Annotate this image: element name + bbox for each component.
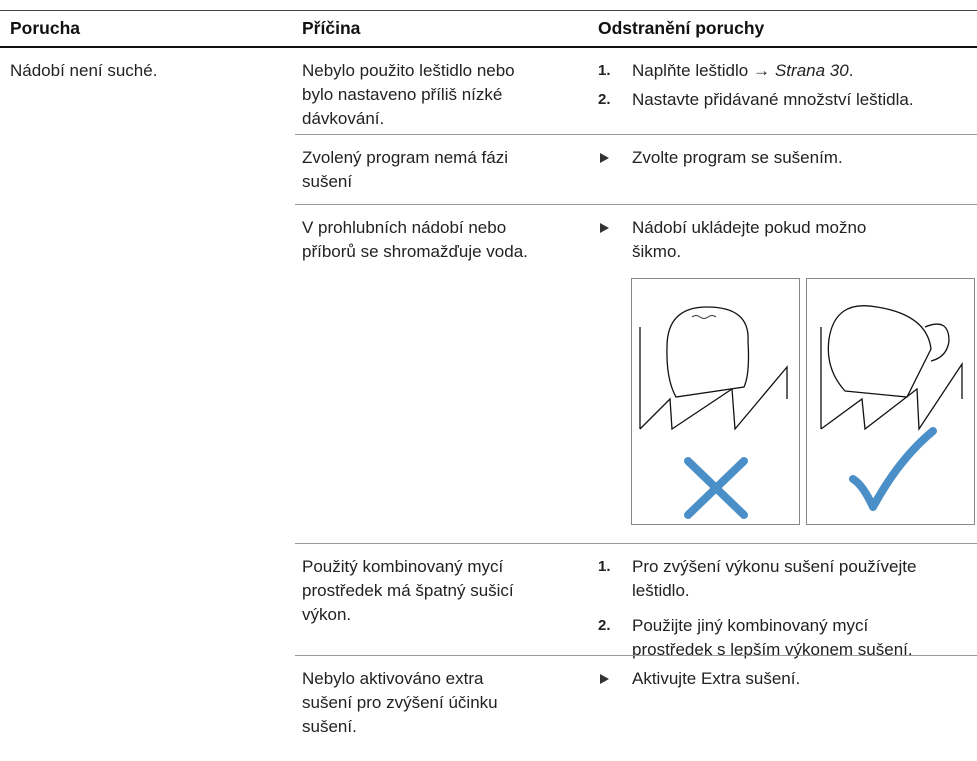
row-rule bbox=[295, 655, 977, 656]
step-text-part: Pro zvýšení výkonu sušení používejte bbox=[632, 557, 917, 576]
cause-text: sušení pro zvýšení účinku bbox=[302, 693, 498, 712]
illustration bbox=[639, 306, 788, 519]
step-number: 2. bbox=[598, 91, 611, 108]
row-rule bbox=[295, 204, 977, 205]
illustration-right bbox=[806, 278, 975, 525]
step-text: Použijte jiný kombinovaný mycí bbox=[632, 614, 868, 638]
step-text-part: prostředek s lepším výkonem sušení. bbox=[632, 640, 913, 659]
row-rule bbox=[295, 134, 977, 135]
step-text: Aktivujte Extra sušení. bbox=[632, 667, 800, 691]
step-text: Naplňte leštidlo → Strana 30. bbox=[632, 59, 853, 83]
cause-text: bylo nastaveno příliš nízké bbox=[302, 85, 503, 104]
step-text-part: Aktivujte Extra sušení. bbox=[632, 669, 801, 688]
header-cell: Příčina bbox=[302, 18, 361, 38]
step-number: 1. bbox=[598, 62, 611, 79]
header-cell: Porucha bbox=[10, 18, 81, 38]
step-text-part: Naplňte leštidlo → bbox=[632, 61, 770, 80]
bullet bbox=[600, 223, 609, 233]
step-text-part: Nádobí ukládejte pokud možno bbox=[632, 218, 867, 237]
step-text-part: Zvolte program se sušením. bbox=[632, 148, 843, 167]
cause-text: sušení. bbox=[302, 717, 357, 736]
cause-text: Použitý kombinovaný mycí bbox=[302, 557, 504, 576]
step-text-part: . bbox=[848, 61, 854, 80]
cause-text: V prohlubních nádobí nebo bbox=[302, 218, 507, 237]
step-text: Nastavte přidávané množství leštidla. bbox=[632, 88, 914, 112]
cause-text: Zvolený program nemá fázi bbox=[302, 148, 508, 167]
top-rule bbox=[0, 10, 977, 11]
step-text: Nádobí ukládejte pokud možno bbox=[632, 216, 866, 240]
cause-text: sušení bbox=[302, 172, 353, 191]
cause-text: příborů se shromažďuje voda. bbox=[302, 242, 528, 261]
illustration-wrong bbox=[631, 278, 800, 525]
cause-text: prostředek má špatný sušicí bbox=[302, 581, 514, 600]
fault-text: Nádobí není suché. bbox=[10, 61, 158, 80]
step-text-part: Použijte jiný kombinovaný mycí bbox=[632, 616, 869, 635]
header-rule bbox=[0, 46, 977, 48]
step-text-part: Nastavte přidávané množství leštidla. bbox=[632, 90, 914, 109]
step-text: šikmo. bbox=[632, 240, 681, 264]
step-text-part: šikmo. bbox=[632, 242, 682, 261]
step-number: 1. bbox=[598, 558, 611, 575]
cause-text: dávkování. bbox=[302, 109, 385, 128]
row-rule bbox=[295, 543, 977, 544]
step-text: leštidlo. bbox=[632, 579, 690, 603]
page-link[interactable]: Strana 30 bbox=[774, 61, 849, 80]
step-text-part: leštidlo. bbox=[632, 581, 690, 600]
bullet bbox=[600, 674, 609, 684]
cause-text: Nebylo použito leštidlo nebo bbox=[302, 61, 515, 80]
illustration bbox=[820, 305, 963, 511]
cause-text: výkon. bbox=[302, 605, 352, 624]
step-text: Zvolte program se sušením. bbox=[632, 146, 843, 170]
step-text: prostředek s lepším výkonem sušení. bbox=[632, 638, 913, 662]
bullet bbox=[600, 153, 609, 163]
cause-text: Nebylo aktivováno extra bbox=[302, 669, 484, 688]
step-number: 2. bbox=[598, 617, 611, 634]
step-text: Pro zvýšení výkonu sušení používejte bbox=[632, 555, 916, 579]
header-cell: Odstranění poruchy bbox=[598, 18, 765, 38]
